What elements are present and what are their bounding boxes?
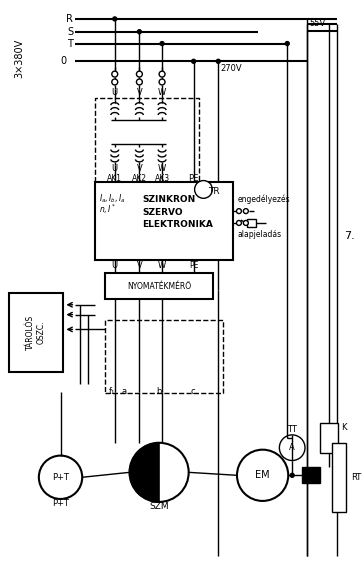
Text: P+T: P+T <box>52 473 69 482</box>
Circle shape <box>244 220 248 225</box>
Text: AK3: AK3 <box>154 174 170 183</box>
Bar <box>105 320 223 394</box>
Text: A: A <box>289 443 295 452</box>
Text: PE: PE <box>189 174 199 183</box>
Circle shape <box>136 79 142 85</box>
Text: TT: TT <box>287 425 297 435</box>
Bar <box>95 181 233 261</box>
Bar <box>105 273 213 299</box>
Text: U: U <box>112 164 118 173</box>
Text: f₁: f₁ <box>108 387 115 396</box>
Circle shape <box>138 29 141 34</box>
Text: V: V <box>136 261 142 270</box>
Text: P+T: P+T <box>52 499 69 509</box>
Circle shape <box>159 71 165 77</box>
Bar <box>332 443 347 512</box>
Circle shape <box>130 443 189 502</box>
Text: alapjeladás: alapjeladás <box>238 230 282 239</box>
Text: 7.: 7. <box>344 231 355 241</box>
Bar <box>247 219 256 227</box>
Text: W: W <box>158 164 166 173</box>
Text: 3×380V: 3×380V <box>14 39 24 78</box>
Circle shape <box>237 220 241 225</box>
Circle shape <box>39 455 82 499</box>
Text: U: U <box>112 88 118 97</box>
Circle shape <box>136 71 142 77</box>
Circle shape <box>159 79 165 85</box>
Text: R: R <box>67 14 74 24</box>
Text: SZM: SZM <box>149 502 169 512</box>
Circle shape <box>112 71 118 77</box>
Circle shape <box>216 60 220 63</box>
Text: c: c <box>190 387 195 396</box>
Circle shape <box>279 435 305 461</box>
Text: 270V: 270V <box>220 64 242 73</box>
Circle shape <box>195 180 212 198</box>
Text: K: K <box>341 424 347 432</box>
Text: EM: EM <box>255 470 270 480</box>
Text: engedélyezés: engedélyezés <box>238 195 290 204</box>
Text: 0: 0 <box>60 56 67 66</box>
Bar <box>9 293 63 372</box>
Bar <box>95 98 198 231</box>
Bar <box>302 468 320 483</box>
Circle shape <box>237 450 288 501</box>
Circle shape <box>160 42 164 46</box>
Text: $I_a,I_b,I_a$: $I_a,I_b,I_a$ <box>99 192 126 205</box>
Text: $n,I^*$: $n,I^*$ <box>99 202 116 216</box>
Text: a: a <box>121 387 126 396</box>
Text: U: U <box>112 261 118 270</box>
Text: AK1: AK1 <box>107 174 122 183</box>
Circle shape <box>113 17 117 21</box>
Text: RT: RT <box>351 473 361 482</box>
Circle shape <box>244 209 248 214</box>
Text: PE: PE <box>189 261 198 270</box>
Circle shape <box>285 42 289 46</box>
Circle shape <box>191 60 195 63</box>
Text: 55V—: 55V— <box>309 19 334 28</box>
Text: AK2: AK2 <box>132 174 147 183</box>
Text: S: S <box>67 27 74 37</box>
Bar <box>320 423 337 453</box>
Text: SZERVO: SZERVO <box>142 208 183 217</box>
Circle shape <box>290 473 294 477</box>
Text: V: V <box>136 164 142 173</box>
Text: V: V <box>136 88 142 97</box>
Text: SZINKRON: SZINKRON <box>142 195 195 204</box>
Circle shape <box>112 79 118 85</box>
Wedge shape <box>130 443 159 502</box>
Text: W: W <box>158 261 166 270</box>
Text: TR: TR <box>209 187 220 196</box>
Text: T: T <box>67 39 74 49</box>
Text: NYOMATÉKMÉRŐ: NYOMATÉKMÉRŐ <box>127 281 191 291</box>
Text: ELEKTRONIKA: ELEKTRONIKA <box>142 220 213 229</box>
Text: TÁROLÓS
OSZC.: TÁROLÓS OSZC. <box>26 315 46 350</box>
Text: W: W <box>158 88 166 97</box>
Text: b: b <box>157 387 162 396</box>
Circle shape <box>237 209 241 214</box>
